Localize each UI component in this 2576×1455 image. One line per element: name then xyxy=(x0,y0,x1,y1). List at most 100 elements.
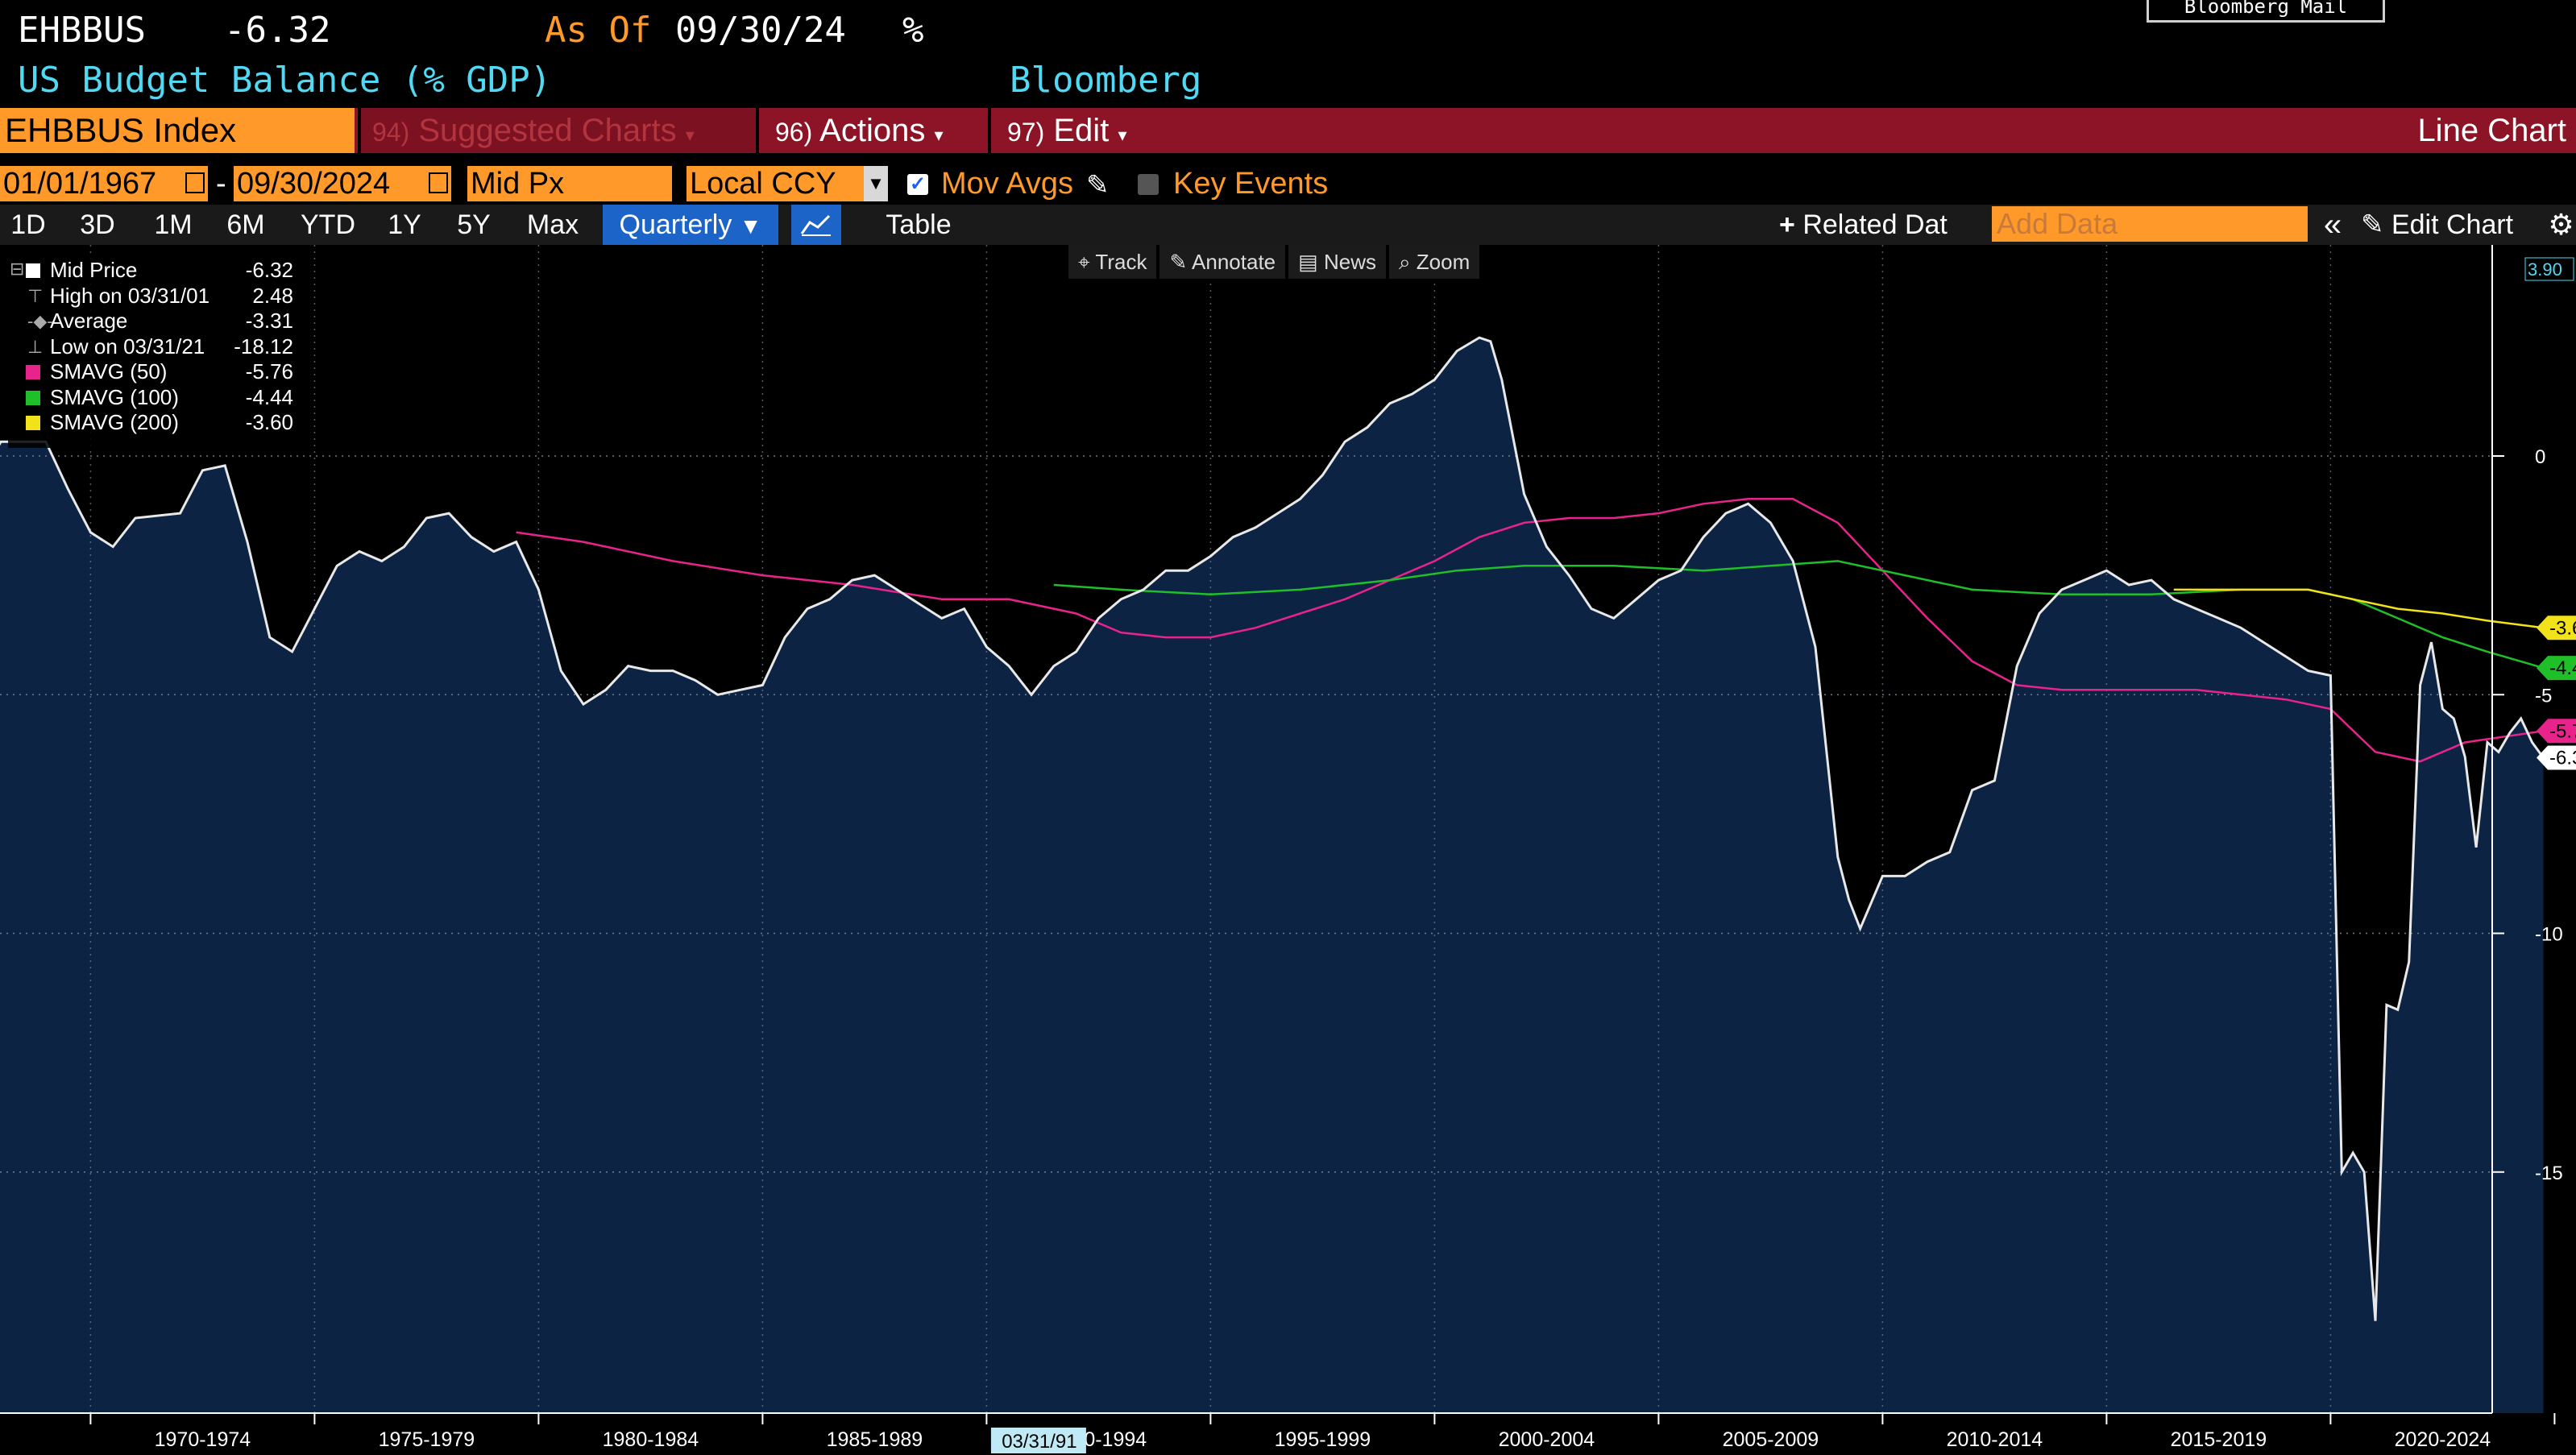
legend-row-mid-price[interactable]: ⊟ Mid Price -6.32 xyxy=(8,258,306,284)
plus-icon: + xyxy=(1779,209,1795,240)
mid-price-area xyxy=(0,338,2544,1413)
y-tick-label: 0 xyxy=(2535,446,2545,468)
legend-name: SMAVG (100) xyxy=(50,384,179,409)
value-tag-label: -5.7 xyxy=(2549,720,2576,742)
calendar-icon[interactable] xyxy=(429,172,448,193)
period-ytd-button[interactable]: YTD xyxy=(301,209,355,240)
start-date-value: 01/01/1967 xyxy=(3,167,157,201)
mov-avgs-label[interactable]: Mov Avgs xyxy=(941,167,1074,201)
legend-name: SMAVG (50) xyxy=(50,359,168,383)
suggested-charts-label: Suggested Charts xyxy=(418,113,677,148)
chevron-down-icon: ▾ xyxy=(685,125,695,145)
bloomberg-mail-button[interactable]: Bloomberg Mail xyxy=(2147,0,2385,23)
news-tool[interactable]: ▤ News xyxy=(1288,245,1386,279)
gear-icon[interactable]: ⚙ xyxy=(2548,208,2574,241)
legend-row-high[interactable]: ⊤ High on 03/31/01 2.48 xyxy=(8,284,306,309)
period-max-button[interactable]: Max xyxy=(526,209,579,240)
key-events-checkbox[interactable] xyxy=(1138,174,1159,195)
end-date-value: 09/30/2024 xyxy=(237,167,391,201)
currency-select[interactable]: Local CCY ▼ xyxy=(687,166,888,201)
edit-menu[interactable]: 97) Edit ▾ xyxy=(988,108,1160,153)
zoom-tool[interactable]: ⌕ Zoom xyxy=(1388,245,1480,279)
news-label: News xyxy=(1323,250,1376,274)
price-field-select[interactable]: Mid Px xyxy=(467,166,672,201)
y-tick-label: -5 xyxy=(2535,685,2552,707)
value-tag-label: -6.3 xyxy=(2549,747,2576,769)
calendar-icon[interactable] xyxy=(185,172,205,193)
period-1m-button[interactable]: 1M xyxy=(154,209,193,240)
line-chart[interactable]: 0 -5 -10 -15 3.90 -3.6 -4.4 -5.7 -6.3 1970-1974 19… xyxy=(0,245,2576,1455)
low-marker-icon: ⊥ xyxy=(27,336,44,357)
chart-type-label[interactable]: Line Chart xyxy=(2417,113,2566,148)
pencil-icon[interactable]: ✎ xyxy=(1086,170,1110,201)
edit-chart-button[interactable]: ✎ Edit Chart xyxy=(2361,205,2546,245)
zoom-label: Zoom xyxy=(1416,250,1471,274)
collapse-icon[interactable]: « xyxy=(2323,207,2342,242)
annotate-label: Annotate xyxy=(1192,250,1276,274)
actions-menu[interactable]: 96) Actions ▾ xyxy=(756,108,988,153)
x-tick-label: 2000-2004 xyxy=(1499,1428,1595,1451)
x-tick-label: 2010-2014 xyxy=(1947,1428,2043,1451)
ticker-symbol: EHBBUS xyxy=(18,10,146,51)
x-tick-label: 2005-2009 xyxy=(1723,1428,1819,1451)
news-icon: ▤ xyxy=(1298,250,1318,274)
chevron-down-icon[interactable]: ▼ xyxy=(864,166,888,201)
end-date-field[interactable]: 09/30/2024 xyxy=(234,166,451,201)
mov-avgs-checkbox[interactable]: ✓ xyxy=(907,174,928,195)
x-tick-label: 2020-2024 xyxy=(2395,1428,2491,1451)
period-5y-button[interactable]: 5Y xyxy=(457,209,491,240)
table-button[interactable]: Table xyxy=(886,209,952,240)
security-input[interactable]: EHBBUS Index xyxy=(0,108,355,153)
period-1d-button[interactable]: 1D xyxy=(10,209,46,240)
x-tick-label: 1985-1989 xyxy=(827,1428,923,1451)
currency-value: Local CCY xyxy=(690,167,836,201)
crosshair-date-label: 03/31/91 xyxy=(1002,1431,1076,1453)
average-marker-icon: -◆- xyxy=(27,311,53,331)
magnifier-icon: ⌕ xyxy=(1398,250,1411,274)
track-label: Track xyxy=(1095,250,1147,274)
unit-label: % xyxy=(902,10,924,51)
as-of-label: As Of xyxy=(545,10,652,51)
chart-tools: ⌖ Track ✎ Annotate ▤ News ⌕ Zoom xyxy=(1068,245,1483,279)
legend-row-smavg-200[interactable]: SMAVG (200) -3.60 xyxy=(8,410,306,436)
security-description: US Budget Balance (% GDP) xyxy=(18,60,552,101)
annotate-tool[interactable]: ✎ Annotate xyxy=(1159,245,1286,279)
add-data-input[interactable]: Add Data xyxy=(1992,206,2308,242)
related-data-button[interactable]: + Related Dat xyxy=(1779,205,1976,245)
legend-value: -5.76 xyxy=(245,359,293,383)
legend-swatch xyxy=(26,390,40,405)
track-tool[interactable]: ⌖ Track xyxy=(1068,245,1157,279)
series-line-smavg-200 xyxy=(2173,588,2544,629)
start-date-field[interactable]: 01/01/1967 xyxy=(0,166,208,201)
key-events-label[interactable]: Key Events xyxy=(1173,167,1329,201)
frequency-select[interactable]: Quarterly ▼ xyxy=(603,205,778,245)
related-data-label: Related Dat xyxy=(1802,209,1948,240)
period-6m-button[interactable]: 6M xyxy=(226,209,265,240)
y-tick-label: -10 xyxy=(2535,924,2563,946)
collapse-icon[interactable]: ⊟ xyxy=(10,259,25,279)
value-tag-label: -3.6 xyxy=(2549,617,2576,639)
value-tag xyxy=(2537,656,2576,681)
legend-name: Average xyxy=(50,309,128,333)
legend-value: 2.48 xyxy=(252,283,293,308)
legend-name: High on 03/31/01 xyxy=(50,283,210,308)
y-tick-label: -15 xyxy=(2535,1163,2563,1184)
as-of-date: 09/30/24 xyxy=(675,10,846,51)
legend-row-smavg-100[interactable]: SMAVG (100) -4.44 xyxy=(8,385,306,411)
pencil-icon: ✎ xyxy=(1169,250,1188,274)
legend-row-low[interactable]: ⊥ Low on 03/31/21 -18.12 xyxy=(8,334,306,360)
y-top-label: 3.90 xyxy=(2528,259,2562,280)
x-tick-label: 1980-1984 xyxy=(603,1428,699,1451)
pencil-icon: ✎ xyxy=(2361,209,2384,240)
suggested-charts-menu[interactable]: 94) Suggested Charts ▾ xyxy=(358,108,756,153)
legend-value: -6.32 xyxy=(245,258,293,282)
period-3d-button[interactable]: 3D xyxy=(80,209,115,240)
legend-row-smavg-50[interactable]: SMAVG (50) -5.76 xyxy=(8,359,306,385)
line-chart-icon[interactable] xyxy=(791,205,841,245)
period-1y-button[interactable]: 1Y xyxy=(388,209,421,240)
series-line-smavg-100 xyxy=(1053,560,2544,669)
date-separator: - xyxy=(216,167,226,201)
legend-swatch xyxy=(26,416,40,430)
value-tag xyxy=(2537,616,2576,640)
legend-row-average[interactable]: -◆- Average -3.31 xyxy=(8,309,306,334)
